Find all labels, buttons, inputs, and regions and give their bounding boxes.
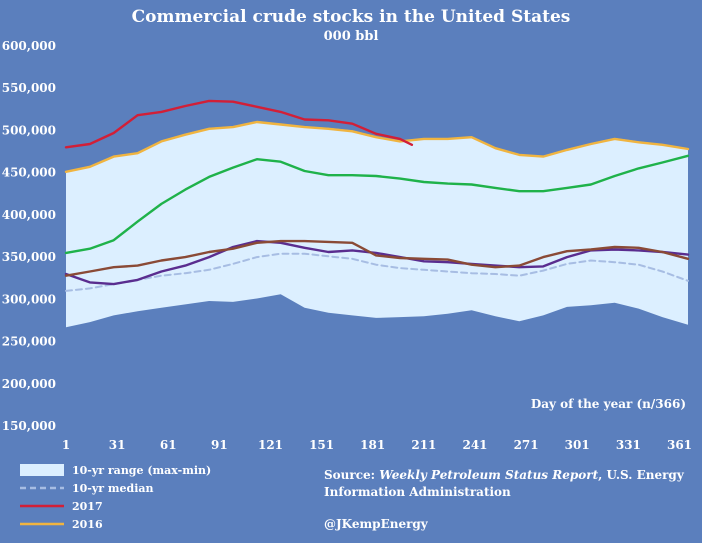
series-line-unnamed-2 [64,239,690,286]
range-band [66,121,688,328]
x-axis-label: Day of the year (n/366) [531,397,686,411]
x-tick-label: 271 [514,438,539,452]
y-tick-label: 250,000 [2,335,56,349]
y-tick-label: 400,000 [2,208,56,222]
y-tick-label: 550,000 [2,81,56,95]
x-tick-label: 361 [667,438,692,452]
series-line-unnamed-1 [64,154,690,255]
x-axis-ticks: 1 31 61 91 121 151 181 211 241 271 301 331 361 [62,438,692,452]
x-tick-label: 61 [160,438,177,452]
series-line-2017 [64,99,414,149]
y-tick-label: 600,000 [2,39,56,53]
series-line-unnamed-3 [64,239,690,277]
x-tick-label: 331 [616,438,641,452]
x-tick-label: 121 [258,438,283,452]
source-line-2: Information Administration [324,485,511,499]
series-line-2016 [64,120,690,174]
legend-label-10-yr-range-max-min: 10-yr range (max-min) [72,464,211,477]
legend: 10-yr range (max-min) 10-yr median 2017 201… [20,464,211,531]
chart-title: Commercial crude stocks in the United St… [132,7,571,27]
range-layer [66,121,688,328]
x-tick-label: 31 [109,438,126,452]
legend-swatch-10-yr-range-max-min [20,464,64,476]
x-tick-label: 301 [565,438,590,452]
source-prefix: Source: [324,468,379,482]
x-tick-label: 211 [411,438,436,452]
x-tick-label: 91 [211,438,228,452]
x-tick-label: 151 [309,438,334,452]
chart-subtitle: 000 bbl [324,29,379,44]
y-tick-label: 350,000 [2,250,56,264]
y-tick-label: 450,000 [2,166,56,180]
source-report-name: Weekly Petroleum Status Report [379,468,598,482]
author-handle: @JKempEnergy [324,517,429,531]
y-tick-label: 500,000 [2,123,56,137]
legend-label-2016: 2016 [72,518,103,531]
series-line-10-yr-median [65,252,689,292]
source-suffix: , U.S. Energy [598,468,685,482]
y-tick-label: 300,000 [2,292,56,306]
legend-label-10-yr-median: 10-yr median [72,482,154,495]
y-tick-label: 150,000 [2,419,56,433]
source-line-1: Source: Weekly Petroleum Status Report, … [324,468,685,482]
x-tick-label: 181 [360,438,385,452]
series-layer [64,99,690,292]
y-tick-label: 200,000 [2,377,56,391]
x-tick-label: 241 [462,438,487,452]
y-axis-ticks: 150,000 200,000 250,000 300,000 350,000 400,0… [2,39,56,433]
x-tick-label: 1 [62,438,70,452]
legend-label-2017: 2017 [72,500,103,513]
